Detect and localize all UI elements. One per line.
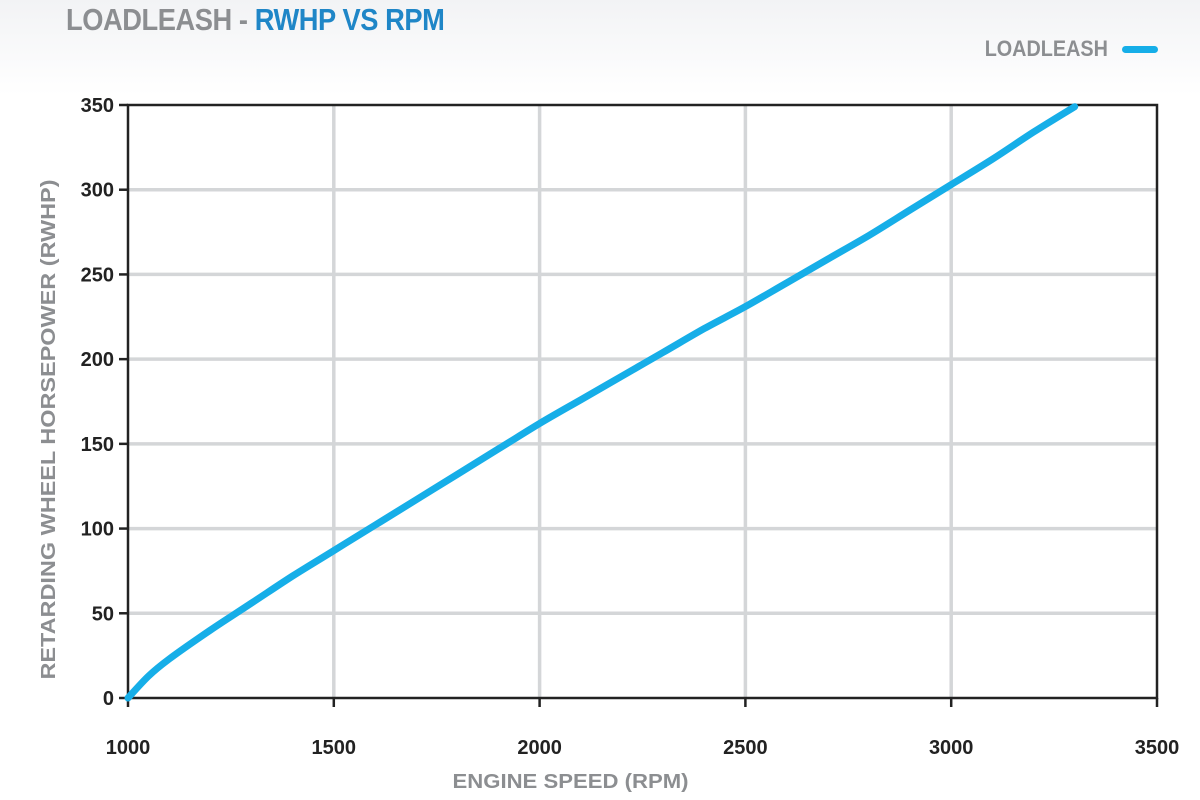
x-tick-label-1500: 1500 <box>312 737 357 759</box>
y-tick-label-250: 250 <box>81 264 114 286</box>
legend-swatch <box>1122 45 1158 53</box>
legend-label: LOADLEASH <box>984 36 1108 61</box>
y-tick-label-300: 300 <box>81 180 114 202</box>
x-axis-label: ENGINE SPEED (RPM) <box>453 771 689 793</box>
legend: LOADLEASH <box>971 36 1158 62</box>
chart-title-main: RWHP VS RPM <box>254 2 445 37</box>
x-tick-label-3000: 3000 <box>929 737 974 759</box>
y-tick-label-200: 200 <box>81 349 114 371</box>
series-layer <box>124 103 1079 702</box>
y-tick-label-100: 100 <box>81 519 114 541</box>
y-tick-label-150: 150 <box>81 434 114 456</box>
chart-title-prefix: LOADLEASH <box>66 2 232 37</box>
x-tick-label-1000: 1000 <box>106 737 151 759</box>
y-tick-label-350: 350 <box>81 95 114 117</box>
x-tick-label-3500: 3500 <box>1135 737 1180 759</box>
x-tick-label-2500: 2500 <box>723 737 768 759</box>
axis-ticks <box>119 103 1159 707</box>
grid <box>128 105 1157 698</box>
series-line-loadleash <box>124 103 1079 702</box>
y-tick-label-50: 50 <box>92 603 114 625</box>
chart-title-separator: - <box>231 2 255 37</box>
y-tick-label-0: 0 <box>103 688 114 710</box>
tick-labels: 1000 1500 2000 2500 3000 3500 0 50 100 150 200 250 3… <box>81 95 1180 759</box>
chart-title: LOADLEASH - RWHP VS RPM <box>66 2 445 38</box>
x-tick-label-2000: 2000 <box>517 737 562 759</box>
y-axis-label: RETARDING WHEEL HORSEPOWER (RWHP) <box>38 180 60 680</box>
plot-frame <box>126 103 1159 700</box>
